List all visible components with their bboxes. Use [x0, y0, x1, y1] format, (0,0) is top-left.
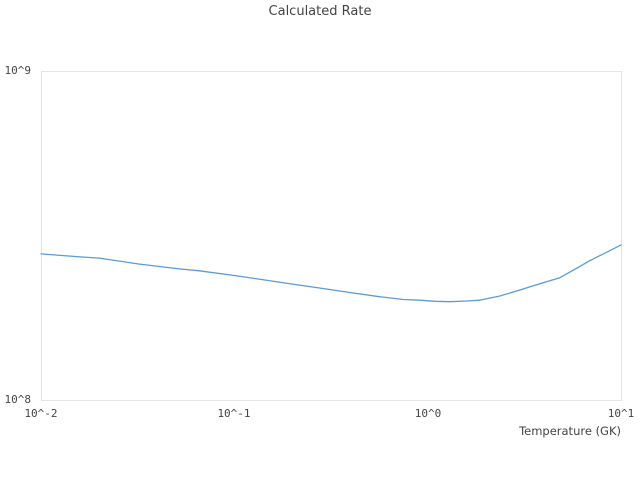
x-tick-label: 10^-1	[217, 407, 251, 420]
y-tick-label: 10^9	[4, 64, 32, 77]
x-axis-label: Temperature (GK)	[519, 424, 621, 438]
chart-title: Calculated Rate	[268, 4, 372, 19]
rate-line-series	[40, 244, 622, 303]
plot-outline	[41, 71, 622, 401]
x-tick-label: 10^-2	[24, 407, 58, 420]
x-tick-label: 10^0	[414, 407, 442, 420]
y-tick-label: 10^8	[4, 393, 32, 406]
x-tick-label: 10^1	[607, 407, 635, 420]
